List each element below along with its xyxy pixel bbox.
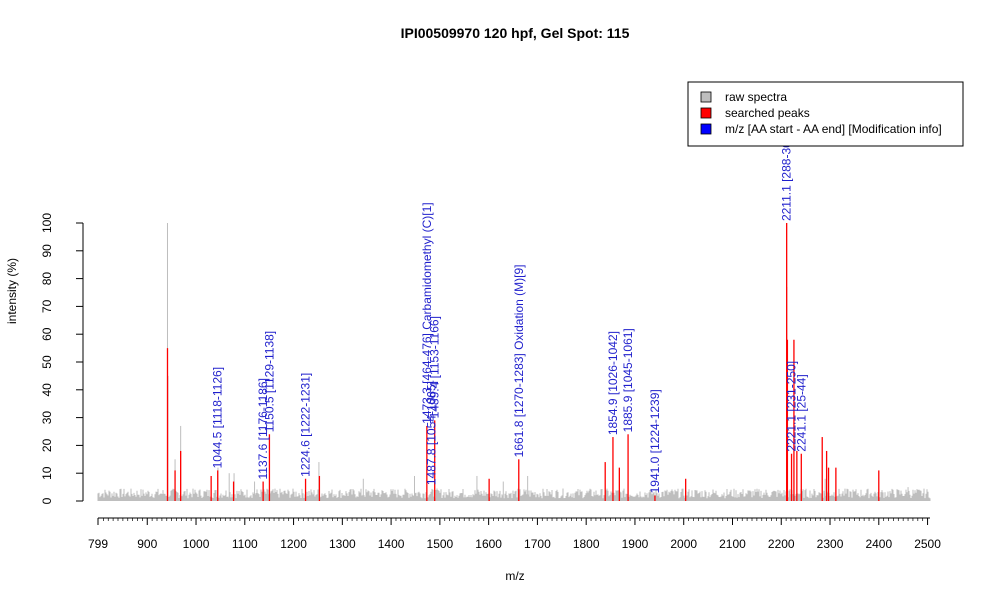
searched-peaks bbox=[166, 223, 880, 501]
peak-annotation: 1473.3 [464-476] Carbamidomethyl (C)[1] bbox=[420, 202, 434, 423]
legend-swatch bbox=[700, 91, 712, 103]
x-tick-label: 799 bbox=[88, 537, 108, 551]
x-tick-label: 1900 bbox=[622, 537, 649, 551]
legend-entry-label: searched peaks bbox=[725, 106, 810, 120]
x-tick-label: 1100 bbox=[232, 537, 258, 551]
legend-box bbox=[687, 81, 964, 147]
legend: raw spectra searched peaks m/z [AA start -… bbox=[687, 81, 964, 147]
chart-title: IPI00509970 120 hpf, Gel Spot: 115 bbox=[401, 25, 630, 41]
y-tick-label: 100 bbox=[40, 213, 54, 233]
x-tick-label: 2400 bbox=[865, 537, 892, 551]
peak-annotation: 1885.9 [1045-1061] bbox=[621, 328, 635, 432]
peak-annotation: 1489.4 [1153-1166] bbox=[428, 316, 442, 418]
x-tick-label: 900 bbox=[137, 537, 157, 551]
peak-annotation: 1941.0 [1224-1239] bbox=[648, 389, 662, 493]
y-tick-label: 40 bbox=[40, 383, 54, 397]
y-tick-label: 70 bbox=[40, 299, 54, 313]
y-tick-label: 10 bbox=[40, 466, 54, 480]
x-tick-label: 1700 bbox=[524, 537, 551, 551]
y-axis-label: intensity (%) bbox=[5, 258, 19, 324]
legend-swatch bbox=[700, 107, 712, 119]
peak-annotation: 1137.6 [1176-1186] bbox=[256, 378, 270, 479]
peak-annotation: 1224.6 [1222-1231] bbox=[299, 373, 313, 477]
x-tick-label: 1000 bbox=[183, 537, 210, 551]
peak-annotation: 2211.1 [288-307] bbox=[780, 131, 794, 221]
x-tick-label: 1600 bbox=[475, 537, 502, 551]
y-tick-label: 30 bbox=[40, 411, 54, 425]
peak-annotation: 1854.9 [1026-1042] bbox=[606, 331, 620, 435]
y-tick-label: 0 bbox=[40, 497, 54, 504]
raw-spectra-noise bbox=[97, 488, 931, 501]
x-tick-label: 2100 bbox=[719, 537, 746, 551]
y-tick-label: 50 bbox=[40, 355, 54, 369]
raw-spectra-noise-lines bbox=[97, 488, 931, 501]
x-axis: 799 900 1000 1100 1200 1300 1400 1500 1600 1700 18… bbox=[88, 517, 941, 551]
x-tick-label: 2000 bbox=[670, 537, 697, 551]
x-tick-label: 2300 bbox=[817, 537, 844, 551]
peak-annotations: 1044.5 [1118-1126] 1137.6 [1176-1186]1150… bbox=[211, 131, 809, 493]
legend-entry-label: raw spectra bbox=[725, 90, 787, 104]
peak-annotation: 2221.1 [231-250] bbox=[785, 361, 799, 452]
x-axis-label: m/z bbox=[505, 569, 524, 583]
x-tick-label: 1800 bbox=[573, 537, 600, 551]
x-tick-label: 2500 bbox=[914, 537, 941, 551]
x-tick-label: 1500 bbox=[427, 537, 454, 551]
y-tick-label: 60 bbox=[40, 327, 54, 341]
y-tick-label: 80 bbox=[40, 272, 54, 286]
x-tick-label: 1300 bbox=[329, 537, 356, 551]
legend-swatch bbox=[700, 123, 712, 135]
x-tick-label: 1200 bbox=[280, 537, 307, 551]
peak-annotation: 1661.8 [1270-1283] Oxidation (M)[9] bbox=[512, 265, 526, 458]
peak-annotation: 1150.5 [1129-1138] bbox=[262, 331, 276, 432]
peak-annotation: 1487.8 [1054-1065] bbox=[425, 381, 439, 485]
peak-annotation: 1044.5 [1118-1126] bbox=[211, 367, 225, 468]
y-tick-label: 90 bbox=[40, 244, 54, 258]
legend-entry-label: m/z [AA start - AA end] [Modification in… bbox=[725, 122, 942, 136]
peak-annotation: 2241.1 [25-44] bbox=[794, 374, 808, 451]
y-tick-label: 20 bbox=[40, 438, 54, 452]
y-axis: 0 10 20 30 40 50 60 70 80 90 100 bbox=[40, 213, 84, 504]
x-tick-label: 2200 bbox=[768, 537, 795, 551]
x-tick-label: 1400 bbox=[378, 537, 405, 551]
